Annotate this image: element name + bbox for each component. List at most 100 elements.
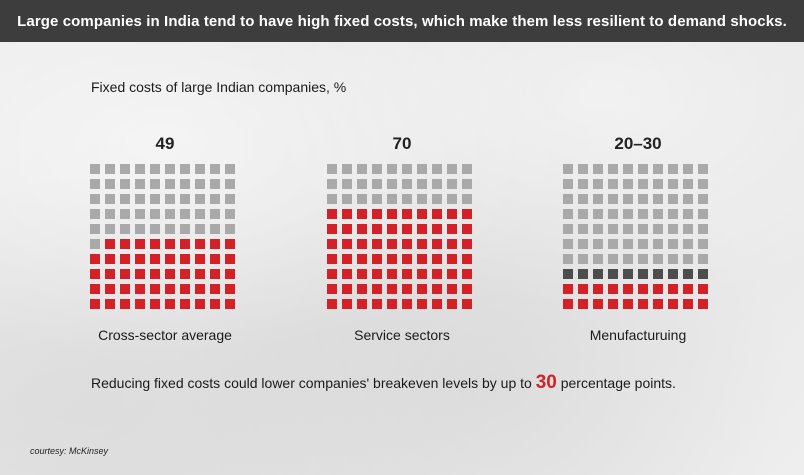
waffle-square-other [563,209,573,219]
waffle-square-other [698,254,708,264]
waffle-square-other [683,254,693,264]
waffle-square-fixed [357,239,367,249]
waffle-square-other [135,194,145,204]
waffle-square-fixed [372,299,382,309]
waffle-square-other [698,239,708,249]
waffle-square-other [447,179,457,189]
waffle-square-fixed [462,209,472,219]
waffle-square-fixed [342,254,352,264]
waffle-square-fixed [372,209,382,219]
waffle-square-other [608,254,618,264]
waffle-square-other [623,239,633,249]
waffle-square-fixed [372,224,382,234]
waffle-square-fixed [135,254,145,264]
panel-label: Service sectors [354,327,450,343]
waffle-square-fixed [135,299,145,309]
waffle-square-fixed [105,269,115,279]
waffle-square-other [327,194,337,204]
waffle-square-other [120,224,130,234]
waffle-square-fixed [120,239,130,249]
waffle-square-other [150,164,160,174]
waffle-square-other [653,209,663,219]
waffle-square-fixed [402,254,412,264]
waffle-square-other [623,164,633,174]
waffle-square-other [210,209,220,219]
waffle-square-fixed [387,209,397,219]
waffle-square-other [135,224,145,234]
waffle-square-other [668,254,678,264]
waffle-square-fixed [90,299,100,309]
waffle-square-other [225,194,235,204]
waffle-square-other [120,209,130,219]
waffle-square-other [653,164,663,174]
waffle-square-fixed [120,254,130,264]
waffle-grid [327,164,477,314]
waffle-square-fixed [462,299,472,309]
waffle-square-fixed [387,269,397,279]
waffle-square-fixed [105,254,115,264]
waffle-square-fixed [357,284,367,294]
waffle-square-other [105,179,115,189]
waffle-square-fixed [593,299,603,309]
waffle-square-fixed [578,284,588,294]
waffle-square-fixed [327,224,337,234]
waffle-square-other [120,164,130,174]
waffle-square-fixed [698,299,708,309]
footnote-text: Reducing fixed costs could lower compani… [91,372,676,394]
waffle-square-other [668,209,678,219]
waffle-square-fixed [150,239,160,249]
waffle-square-other [608,179,618,189]
waffle-square-other [180,164,190,174]
waffle-square-other [462,194,472,204]
waffle-square-fixed [225,239,235,249]
waffle-square-fixed [402,269,412,279]
waffle-square-fixed [402,224,412,234]
waffle-square-fixed [447,254,457,264]
waffle-square-fixed [432,254,442,264]
waffle-square-other [180,224,190,234]
waffle-square-other [195,194,205,204]
waffle-square-fixed [387,224,397,234]
waffle-square-fixed [150,299,160,309]
waffle-square-other [210,194,220,204]
waffle-square-other [593,224,603,234]
waffle-square-other [638,254,648,264]
waffle-square-other [372,164,382,174]
waffle-square-fixed [90,254,100,264]
waffle-square-other [165,164,175,174]
waffle-square-other [417,179,427,189]
waffle-square-range [623,269,633,279]
waffle-square-other [653,179,663,189]
note-before: Reducing fixed costs could lower compani… [91,375,536,391]
waffle-square-fixed [447,224,457,234]
waffle-square-fixed [135,284,145,294]
waffle-square-fixed [150,254,160,264]
waffle-square-fixed [593,284,603,294]
waffle-square-other [210,179,220,189]
waffle-square-other [135,179,145,189]
waffle-square-other [432,164,442,174]
waffle-square-other [342,164,352,174]
waffle-square-fixed [195,299,205,309]
header-banner: Large companies in India tend to have hi… [0,0,804,42]
waffle-square-range [608,269,618,279]
waffle-square-other [593,179,603,189]
waffle-square-fixed [210,269,220,279]
waffle-square-fixed [195,269,205,279]
waffle-square-other [210,164,220,174]
waffle-square-fixed [683,284,693,294]
waffle-square-range [668,269,678,279]
waffle-square-other [668,164,678,174]
waffle-square-other [90,194,100,204]
waffle-square-other [342,179,352,189]
waffle-square-other [638,179,648,189]
waffle-square-other [462,164,472,174]
panel-label: Menufacturuing [589,327,687,343]
waffle-square-fixed [447,209,457,219]
waffle-square-other [105,209,115,219]
waffle-square-fixed [327,284,337,294]
waffle-square-range [638,269,648,279]
waffle-square-fixed [372,284,382,294]
panel-value: 70 [392,134,412,153]
waffle-grid [563,164,713,314]
